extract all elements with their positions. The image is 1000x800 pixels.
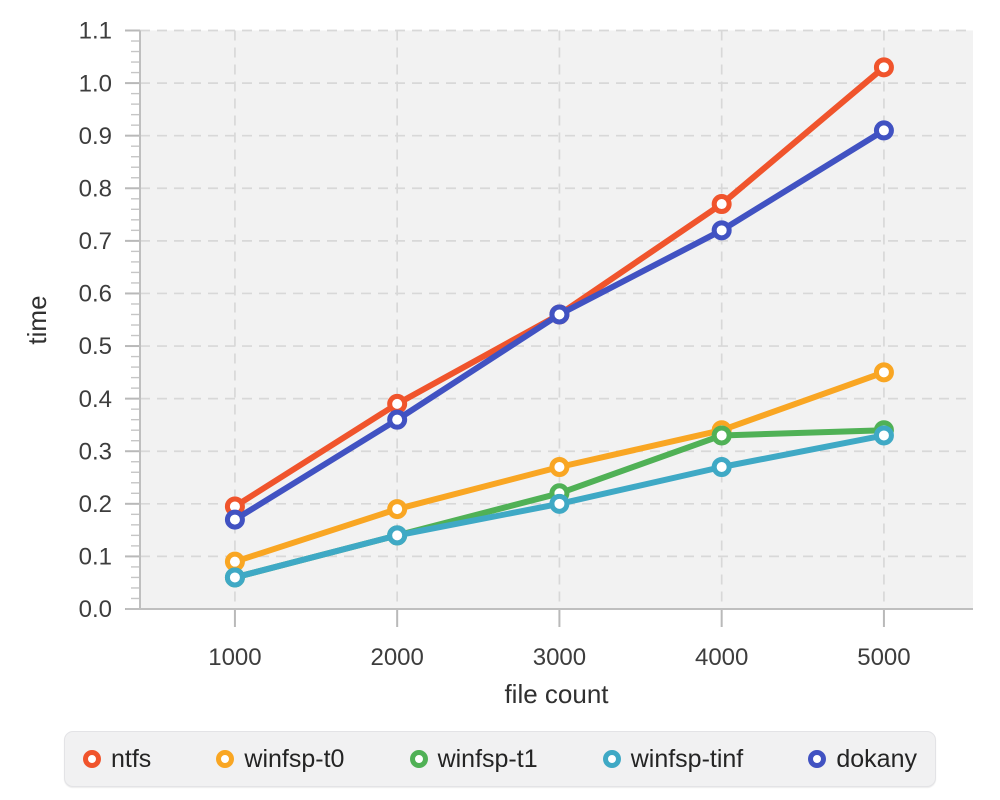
y-tick-label: 0.4 [79, 386, 112, 413]
x-tick-label: 3000 [533, 644, 586, 671]
x-tick-label: 1000 [208, 644, 261, 671]
data-point-winfsp-t0-3000 [549, 457, 570, 478]
x-tick-label: 2000 [370, 644, 423, 671]
legend-item-winfsp-tinf[interactable]: winfsp-tinf [602, 744, 744, 773]
x-tick-label: 4000 [695, 644, 748, 671]
legend-item-dokany[interactable]: dokany [808, 744, 917, 773]
data-point-ntfs-5000 [873, 57, 894, 78]
legend-marker-winfsp-t0 [216, 750, 235, 768]
y-axis-title: time [22, 295, 52, 344]
legend-marker-ntfs [83, 750, 101, 768]
data-point-winfsp-tinf-2000 [387, 525, 408, 546]
data-point-winfsp-t0-1000 [224, 551, 245, 572]
legend-item-label: winfsp-t1 [437, 744, 538, 773]
legend-item-ntfs[interactable]: ntfs [83, 744, 152, 773]
y-tick-label: 0.7 [79, 228, 112, 255]
data-point-winfsp-tinf-5000 [873, 425, 894, 446]
data-point-winfsp-t0-5000 [873, 362, 894, 383]
y-tick-label: 0.3 [79, 438, 112, 465]
data-point-winfsp-t0-2000 [387, 499, 408, 520]
data-point-winfsp-tinf-3000 [549, 493, 570, 514]
x-axis-title: file count [504, 679, 609, 709]
data-point-dokany-1000 [224, 509, 245, 530]
line-chart: 0.0 0.1 0.2 0.3 0.4 0.5 0.6 0.7 0.8 0.9 1.0 1.1 1000… [22, 18, 973, 709]
legend-item-label: ntfs [111, 744, 152, 773]
y-tick-label: 0.8 [79, 175, 112, 202]
data-point-ntfs-2000 [387, 393, 408, 414]
data-point-winfsp-tinf-4000 [711, 457, 732, 478]
legend-marker-winfsp-t1 [409, 750, 428, 768]
legend-item-label: winfsp-tinf [630, 744, 744, 773]
x-tick-label: 5000 [857, 644, 910, 671]
chart-legend: ntfs winfsp-t0 winfsp-t1 winfsp-tinf dokany [64, 731, 936, 787]
data-point-winfsp-t1-4000 [711, 425, 732, 446]
legend-item-label: dokany [836, 744, 917, 773]
data-point-winfsp-tinf-1000 [224, 567, 245, 588]
y-tick-label: 0.9 [79, 123, 112, 150]
y-tick-label: 1.1 [79, 18, 112, 45]
y-tick-label: 0.1 [79, 544, 112, 571]
data-point-ntfs-4000 [711, 194, 732, 215]
y-tick-label: 0.0 [79, 596, 112, 623]
legend-marker-dokany [808, 750, 827, 768]
y-tick-label: 0.6 [79, 281, 112, 308]
data-point-dokany-5000 [873, 120, 894, 141]
data-point-dokany-2000 [387, 409, 408, 430]
data-point-dokany-3000 [549, 304, 570, 325]
y-tick-label: 0.5 [79, 333, 112, 360]
legend-item-winfsp-t0[interactable]: winfsp-t0 [216, 744, 345, 773]
legend-marker-winfsp-tinf [602, 750, 621, 768]
legend-item-winfsp-t1[interactable]: winfsp-t1 [409, 744, 538, 773]
data-point-dokany-4000 [711, 220, 732, 241]
legend-item-label: winfsp-t0 [244, 744, 345, 773]
y-tick-label: 0.2 [79, 491, 112, 518]
y-tick-label: 1.0 [79, 70, 112, 97]
